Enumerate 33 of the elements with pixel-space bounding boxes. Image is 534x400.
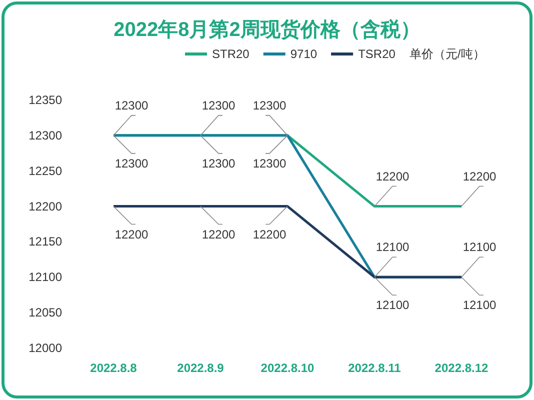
chart-title: 2022年8月第2周现货价格（含税） [114, 18, 420, 41]
x-tick-label: 2022.8.11 [348, 361, 402, 375]
data-label: 12300 [202, 98, 236, 112]
legend-label: STR20 [212, 47, 250, 61]
y-axis-title: 单价（元/吨） [409, 47, 485, 61]
data-label: 12300 [252, 98, 287, 112]
x-tick-label: 2022.8.9 [177, 361, 224, 375]
data-label: 12200 [376, 169, 410, 184]
legend-label: 9710 [290, 47, 318, 61]
data-label: 12200 [462, 169, 497, 184]
data-label: 12100 [376, 298, 410, 312]
y-tick-label: 12150 [28, 234, 62, 249]
data-label: 12200 [252, 227, 287, 242]
x-tick-label: 2022.8.12 [434, 361, 489, 375]
x-tick-label: 2022.8.8 [90, 361, 138, 375]
data-label: 12200 [114, 227, 149, 242]
y-tick-label: 12350 [28, 93, 62, 107]
data-label: 12300 [114, 98, 149, 112]
x-tick-label: 2022.8.10 [260, 361, 315, 375]
legend-label: TSR20 [358, 47, 396, 61]
data-label: 12300 [114, 156, 149, 170]
data-label: 12300 [252, 156, 287, 170]
data-label: 12200 [202, 227, 236, 242]
y-tick-label: 12200 [28, 199, 62, 214]
y-tick-label: 12100 [28, 270, 62, 284]
y-tick-label: 12000 [28, 341, 62, 355]
y-tick-label: 12050 [28, 306, 62, 320]
data-label: 12300 [202, 156, 236, 170]
data-label: 12100 [462, 240, 497, 254]
data-label: 12100 [462, 298, 497, 312]
data-label: 12100 [376, 240, 410, 254]
y-tick-label: 12250 [28, 164, 62, 178]
y-tick-label: 12300 [28, 128, 62, 142]
